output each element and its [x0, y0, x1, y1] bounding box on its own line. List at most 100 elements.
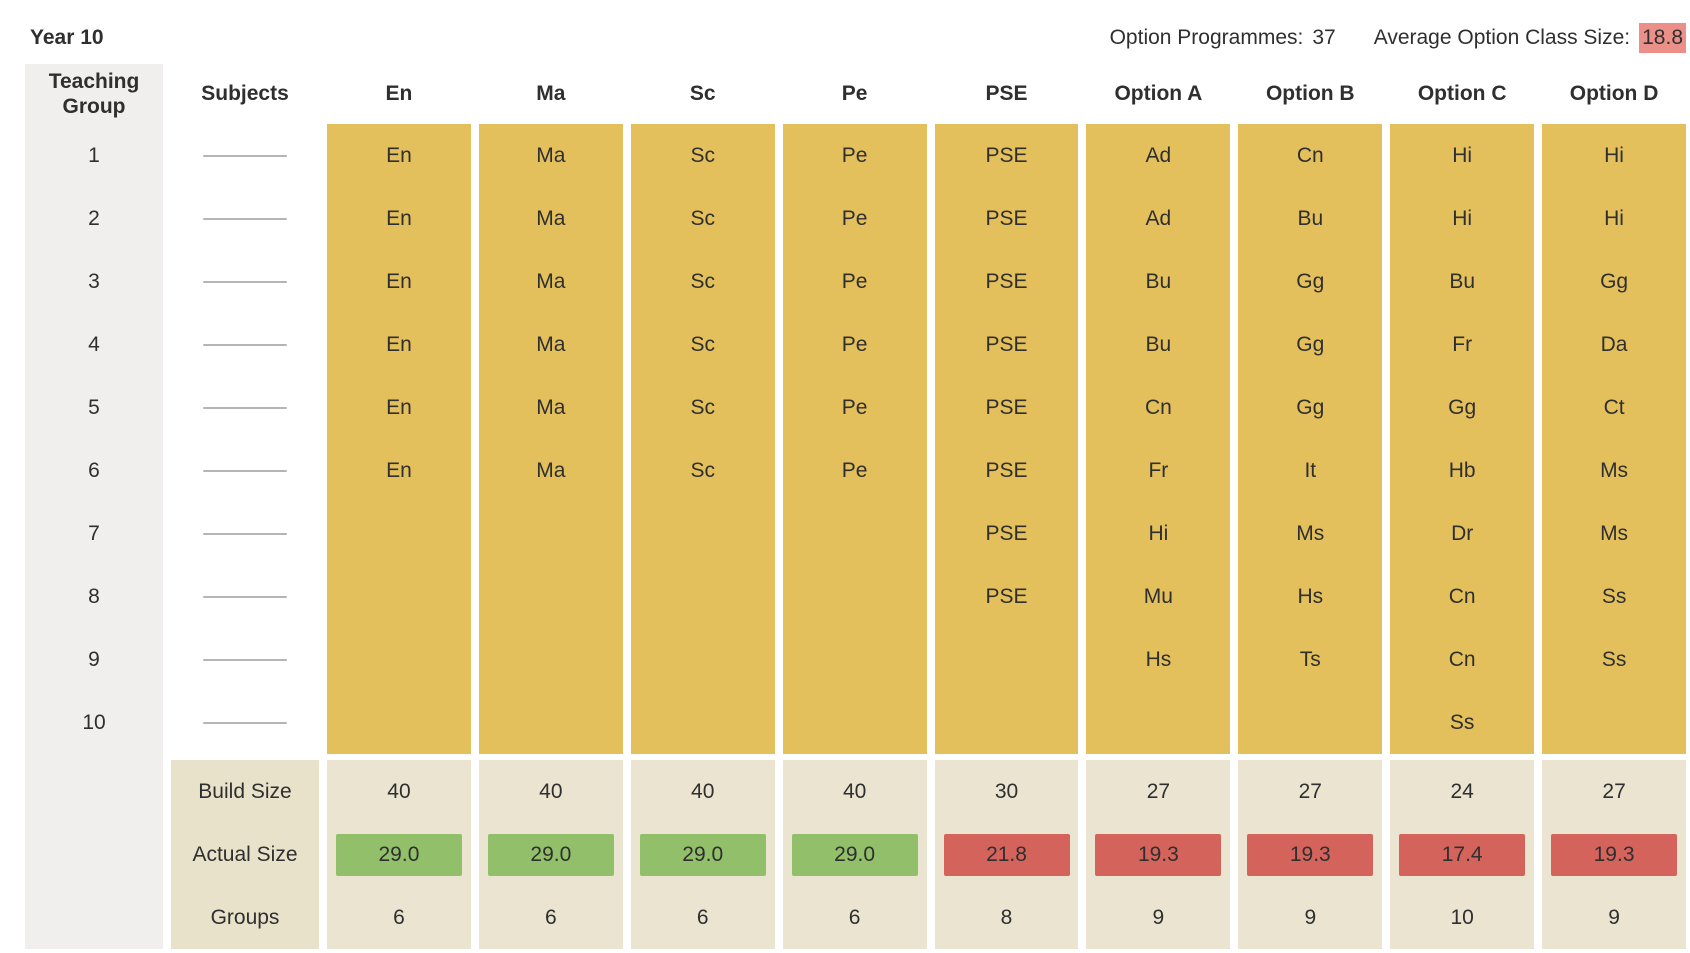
subject-cell-empty[interactable]: [1542, 691, 1686, 754]
subject-cell[interactable]: Gg: [1296, 332, 1325, 356]
subject-cell[interactable]: En: [386, 143, 412, 167]
subject-cell[interactable]: Ad: [1145, 206, 1172, 230]
subject-cell-empty[interactable]: [783, 691, 927, 754]
subject-cell-empty[interactable]: [783, 628, 927, 691]
subject-cell[interactable]: Hs: [1297, 584, 1324, 608]
subject-cell[interactable]: Pe: [841, 395, 868, 419]
subject-cell-empty[interactable]: [935, 628, 1079, 691]
subject-cell[interactable]: Bu: [1449, 269, 1476, 293]
subject-cell[interactable]: Mu: [1143, 584, 1173, 608]
subject-cell-empty[interactable]: [327, 502, 471, 565]
empty-subject-slot[interactable]: [171, 691, 319, 754]
subject-cell-empty[interactable]: [327, 565, 471, 628]
subject-cell[interactable]: PSE: [985, 458, 1028, 482]
subject-cell[interactable]: Bu: [1297, 206, 1324, 230]
subject-cell[interactable]: Bu: [1145, 269, 1172, 293]
subject-cell[interactable]: Pe: [841, 458, 868, 482]
subject-cell[interactable]: Hi: [1452, 143, 1473, 167]
subject-cell[interactable]: En: [386, 395, 412, 419]
subject-cell[interactable]: Sc: [690, 206, 715, 230]
subject-cell[interactable]: Gg: [1448, 395, 1477, 419]
empty-subject-slot[interactable]: [171, 439, 319, 502]
subject-cell-empty[interactable]: [479, 628, 623, 691]
subject-cell[interactable]: PSE: [985, 269, 1028, 293]
subject-cell[interactable]: Ma: [536, 143, 566, 167]
subject-cell[interactable]: En: [386, 458, 412, 482]
subject-cell-empty[interactable]: [479, 502, 623, 565]
subject-cell[interactable]: Ts: [1299, 647, 1321, 671]
subject-cell[interactable]: Sc: [690, 395, 715, 419]
subject-cell-empty[interactable]: [1238, 691, 1382, 754]
subject-cell-empty[interactable]: [631, 565, 775, 628]
subject-cell[interactable]: PSE: [985, 395, 1028, 419]
subject-cell[interactable]: Ad: [1145, 143, 1172, 167]
empty-subject-slot[interactable]: [171, 376, 319, 439]
subject-cell[interactable]: Gg: [1296, 395, 1325, 419]
subject-cell-empty[interactable]: [327, 691, 471, 754]
subject-cell[interactable]: Pe: [841, 332, 868, 356]
subject-cell[interactable]: Fr: [1452, 332, 1473, 356]
subject-cell[interactable]: Da: [1600, 332, 1628, 356]
subject-cell[interactable]: Hi: [1604, 206, 1624, 230]
subject-cell[interactable]: PSE: [985, 206, 1028, 230]
empty-subject-slot[interactable]: [171, 502, 319, 565]
subject-cell[interactable]: Cn: [1144, 395, 1172, 419]
subject-cell[interactable]: Ma: [536, 395, 566, 419]
subject-cell[interactable]: Sc: [690, 458, 715, 482]
subject-cell-empty[interactable]: [479, 691, 623, 754]
empty-subject-slot[interactable]: [171, 187, 319, 250]
subject-cell[interactable]: Ma: [536, 269, 566, 293]
subject-cell[interactable]: It: [1304, 458, 1317, 482]
subject-cell[interactable]: Ma: [536, 458, 566, 482]
subject-cell[interactable]: Hi: [1604, 143, 1624, 167]
subject-cell[interactable]: Ss: [1601, 647, 1627, 671]
subject-cell[interactable]: Ms: [1600, 521, 1629, 545]
subject-cell[interactable]: Bu: [1145, 332, 1172, 356]
subject-cell-empty[interactable]: [935, 691, 1079, 754]
subject-cell-empty[interactable]: [631, 502, 775, 565]
subject-cell[interactable]: Ms: [1600, 458, 1629, 482]
subject-cell[interactable]: Gg: [1296, 269, 1325, 293]
subject-cell[interactable]: Cn: [1296, 143, 1324, 167]
subject-cell[interactable]: Pe: [841, 206, 868, 230]
subject-cell[interactable]: Pe: [841, 269, 868, 293]
subject-cell[interactable]: Hs: [1145, 647, 1172, 671]
subject-cell[interactable]: Sc: [690, 269, 715, 293]
subject-cell[interactable]: Pe: [841, 143, 868, 167]
empty-subject-slot[interactable]: [171, 628, 319, 691]
subject-cell-empty[interactable]: [1086, 691, 1230, 754]
subject-cell[interactable]: Sc: [690, 332, 715, 356]
subject-cell[interactable]: Ma: [536, 332, 566, 356]
subject-cell[interactable]: En: [386, 269, 412, 293]
subject-cell[interactable]: Ss: [1601, 584, 1627, 608]
subject-cell[interactable]: PSE: [985, 521, 1028, 545]
subject-cell[interactable]: Ma: [536, 206, 566, 230]
empty-subject-slot[interactable]: [171, 124, 319, 187]
subject-cell[interactable]: PSE: [985, 332, 1028, 356]
subject-cell[interactable]: Fr: [1148, 458, 1169, 482]
empty-subject-slot[interactable]: [171, 250, 319, 313]
subject-cell[interactable]: PSE: [985, 584, 1028, 608]
subject-cell[interactable]: Ss: [1449, 710, 1475, 734]
subject-cell[interactable]: PSE: [985, 143, 1028, 167]
subject-cell[interactable]: Gg: [1600, 269, 1629, 293]
subject-cell[interactable]: Dr: [1451, 521, 1474, 545]
subject-cell[interactable]: Cn: [1448, 584, 1476, 608]
empty-subject-slot[interactable]: [171, 565, 319, 628]
subject-cell-empty[interactable]: [479, 565, 623, 628]
subject-cell[interactable]: Sc: [690, 143, 715, 167]
subject-cell[interactable]: En: [386, 206, 412, 230]
subject-cell[interactable]: Cn: [1448, 647, 1476, 671]
subject-cell[interactable]: Ct: [1603, 395, 1625, 419]
subject-cell[interactable]: Hi: [1148, 521, 1169, 545]
subject-cell-empty[interactable]: [631, 691, 775, 754]
subject-cell-empty[interactable]: [631, 628, 775, 691]
subject-cell-empty[interactable]: [327, 628, 471, 691]
subject-cell[interactable]: Hb: [1448, 458, 1476, 482]
subject-cell-empty[interactable]: [783, 502, 927, 565]
empty-subject-slot[interactable]: [171, 313, 319, 376]
subject-cell-empty[interactable]: [783, 565, 927, 628]
subject-cell[interactable]: Hi: [1452, 206, 1473, 230]
subject-cell[interactable]: En: [386, 332, 412, 356]
subject-cell[interactable]: Ms: [1296, 521, 1325, 545]
